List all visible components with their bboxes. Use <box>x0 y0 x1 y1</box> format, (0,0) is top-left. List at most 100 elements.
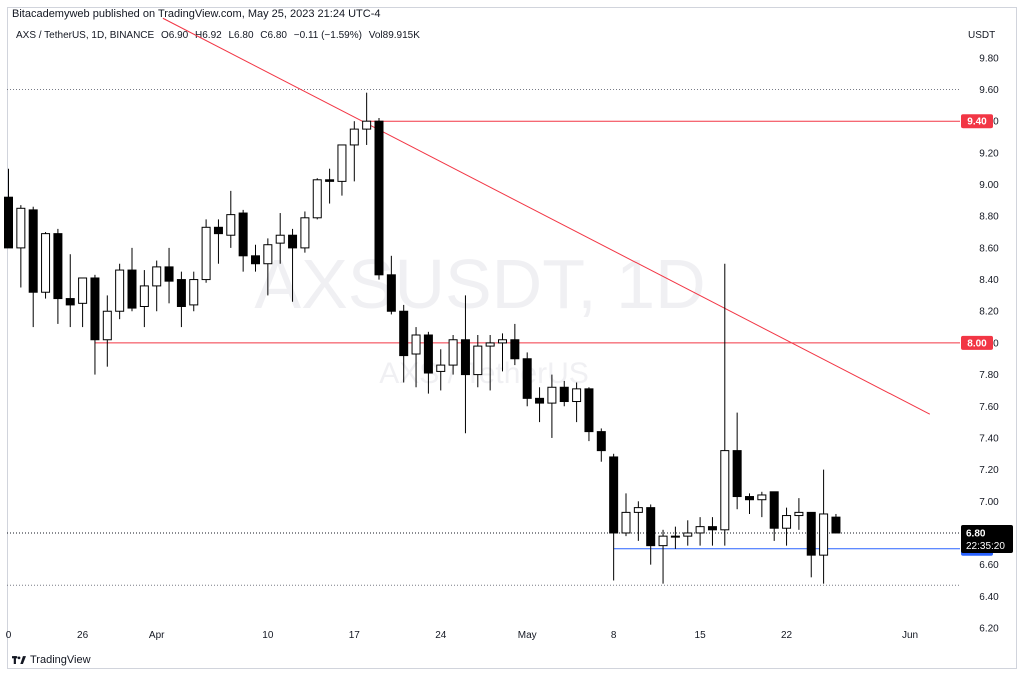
candle-body <box>139 285 149 307</box>
candle-body <box>288 234 298 249</box>
candle-body <box>325 179 335 182</box>
candle <box>806 511 816 578</box>
candle <box>596 428 606 462</box>
candle-body <box>213 226 223 235</box>
candle <box>263 238 273 296</box>
candle-body <box>164 266 174 282</box>
candle-body <box>251 255 260 265</box>
candle <box>374 118 384 280</box>
change-value: −0.11 (−1.59%) <box>293 30 362 41</box>
candle <box>312 178 322 220</box>
y-tick-label: 7.80 <box>979 370 999 381</box>
candles <box>4 92 841 584</box>
candle-body <box>176 279 186 307</box>
candle <box>399 304 409 383</box>
symbol-name[interactable]: AXS / TetherUS, 1D, BINANCE <box>16 30 155 41</box>
close-value: C6.80 <box>260 30 287 41</box>
candle <box>288 228 298 302</box>
level-label-text: 8.00 <box>967 338 987 349</box>
candle-body <box>448 339 458 366</box>
y-tick-label: 8.60 <box>979 243 999 254</box>
candle <box>226 190 236 248</box>
candle-body <box>831 516 841 534</box>
candle <box>473 335 483 388</box>
level-label-bg <box>961 114 993 129</box>
open-value: O6.90 <box>160 30 189 41</box>
candle-body <box>522 358 532 399</box>
level-label-bg <box>961 335 993 350</box>
candle <box>41 232 51 299</box>
candle <box>78 277 88 328</box>
candle <box>609 453 619 581</box>
candle-body <box>658 535 668 547</box>
candle <box>485 335 495 391</box>
candle <box>436 349 446 391</box>
candle-body <box>152 266 162 287</box>
y-tick-label: 7.40 <box>979 433 999 444</box>
candle <box>238 209 248 272</box>
watermark-main: AXSUSDT, 1D <box>254 245 705 323</box>
last-price-label: 6.80 22:35:20 <box>961 524 1013 553</box>
candle <box>646 504 656 565</box>
y-tick-label: 7.60 <box>979 402 999 413</box>
candle-body <box>695 526 705 534</box>
footer-brand[interactable]: TradingView <box>12 654 91 666</box>
candle-body <box>794 511 804 517</box>
candle <box>448 335 458 375</box>
candle-body <box>609 456 619 534</box>
y-tick-label: 9.60 <box>979 85 999 96</box>
candle-body <box>362 120 372 130</box>
footer-brand-label: TradingView <box>30 654 91 666</box>
candle-body <box>16 207 26 249</box>
candle-body <box>436 364 446 372</box>
candle <box>559 380 569 407</box>
candle-body <box>670 535 680 538</box>
candle-body <box>102 310 112 341</box>
candle-body <box>621 511 631 534</box>
candle-body <box>4 196 13 249</box>
candle <box>831 513 841 534</box>
candle <box>423 331 433 394</box>
candle <box>782 507 792 546</box>
candle <box>707 517 717 546</box>
x-tick-label: 10 <box>262 630 274 641</box>
candle <box>213 219 223 264</box>
candle <box>4 168 13 249</box>
candle <box>90 274 100 375</box>
candle-body <box>337 144 347 182</box>
candle <box>164 247 174 304</box>
y-tick-label: 6.40 <box>979 592 999 603</box>
candle-body <box>757 494 767 501</box>
horizontal-levels <box>7 17 960 586</box>
candle-body <box>633 507 643 513</box>
candle-body <box>596 431 606 452</box>
candle <box>695 517 705 546</box>
candle <box>498 333 507 372</box>
tradingview-logo-icon <box>12 655 26 664</box>
candle <box>362 92 372 145</box>
candle <box>460 295 470 434</box>
symbol-legend[interactable]: AXS / TetherUS, 1D, BINANCE O6.90 H6.92 … <box>16 30 424 41</box>
candle-body <box>732 450 742 498</box>
y-tick-label: 8.80 <box>979 212 999 223</box>
candle-body <box>473 345 483 376</box>
candle <box>53 228 63 324</box>
candle-body <box>312 179 322 219</box>
x-tick-label: Jun <box>902 630 918 641</box>
candle-body <box>572 388 582 403</box>
candle <box>621 493 631 537</box>
candle <box>522 352 532 407</box>
candle-body <box>411 334 421 355</box>
candle-body <box>707 526 717 531</box>
candle <box>386 255 396 315</box>
candle-body <box>559 386 569 403</box>
candle-body <box>28 209 38 293</box>
candle-body <box>226 214 236 236</box>
level-label-9.40: 9.40 <box>961 114 993 129</box>
candle-body <box>238 212 248 257</box>
candle <box>658 529 668 584</box>
candle-body <box>584 388 594 433</box>
candle-body <box>460 339 470 376</box>
